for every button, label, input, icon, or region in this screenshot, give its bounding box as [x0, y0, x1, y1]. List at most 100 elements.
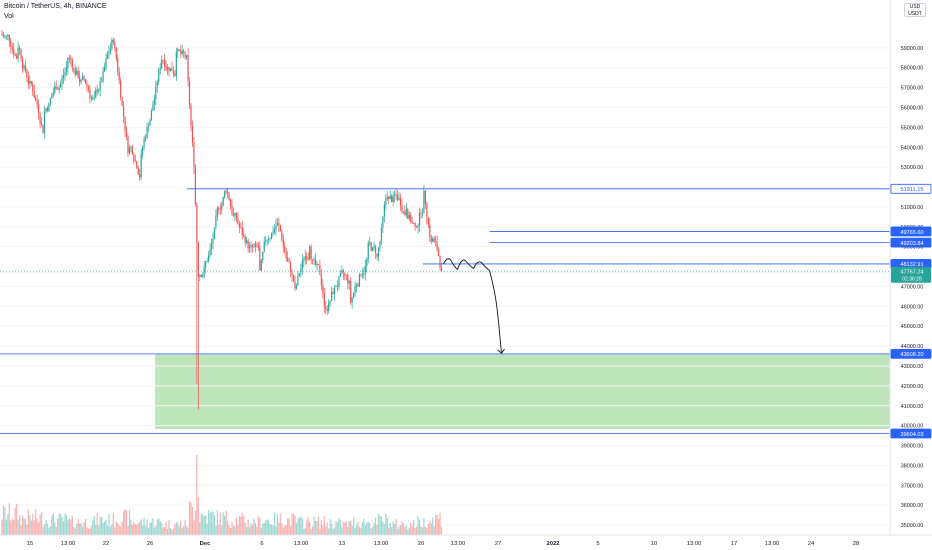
candle-body [344, 273, 346, 276]
candle-body [369, 242, 371, 244]
volume-bar [128, 509, 131, 535]
volume-bar [232, 525, 235, 535]
candle-body [205, 261, 207, 268]
candle [105, 53, 107, 71]
level-price-label: 49203.84 [890, 237, 932, 248]
price-tick-label: 57000.00 [901, 86, 923, 92]
volume-bar [339, 520, 342, 535]
candle-body [415, 226, 418, 228]
volume-bar [407, 529, 409, 535]
candle [89, 84, 91, 104]
candle [193, 136, 195, 175]
candle [292, 274, 295, 283]
volume-bar [224, 515, 226, 535]
candle-body [244, 236, 246, 243]
candle-body [155, 86, 157, 100]
volume-bar [219, 512, 221, 535]
projection-arrowhead[interactable] [497, 348, 505, 354]
candle-body [364, 265, 366, 274]
volume-bar [234, 526, 236, 535]
time-axis[interactable]: 15 13:00 22 26 Dec 6 13:00 13 13:00 20 13:00 27 2022… [27, 541, 859, 547]
candle-body [48, 103, 50, 111]
candle [383, 201, 385, 223]
candle [325, 301, 327, 315]
candle-body [278, 222, 280, 226]
candle-body [108, 51, 110, 54]
candle-body [96, 89, 98, 92]
volume-bar [344, 522, 346, 535]
volume-bar [388, 527, 390, 535]
candle-body [124, 116, 126, 132]
projection-path[interactable] [443, 258, 505, 354]
candle [174, 70, 176, 77]
candle-body [354, 286, 356, 293]
volume-bar [62, 521, 65, 535]
candle [106, 50, 109, 60]
candle-body [263, 241, 265, 252]
candle-body [297, 275, 299, 285]
candle [108, 45, 110, 59]
currency-selector[interactable]: USD USDT [904, 3, 926, 17]
volume-bar [7, 514, 9, 535]
candle-body [80, 79, 82, 83]
volume-bar [20, 525, 22, 535]
candle-body [314, 259, 317, 265]
candle-body [118, 71, 120, 81]
volume-bar [358, 526, 361, 535]
symbol-title[interactable]: Bitcoin / TetherUS, 4h, BINANCE [4, 3, 107, 10]
candle [33, 84, 35, 99]
candle [336, 280, 339, 293]
candle-body [402, 211, 405, 213]
candle [331, 286, 333, 302]
candle-body [367, 242, 369, 259]
candle-body [203, 267, 205, 276]
candle-body [191, 125, 194, 143]
candle [80, 78, 82, 85]
volume-bar [212, 511, 214, 535]
horizontal-levels[interactable] [0, 188, 890, 434]
candle-body [114, 42, 116, 48]
projection-curve[interactable] [443, 258, 502, 354]
volume-bar [29, 515, 31, 535]
candle [243, 228, 245, 238]
volume-bar [295, 523, 298, 535]
volume-bar [369, 522, 371, 535]
volume-bar [207, 510, 210, 535]
candle [74, 64, 76, 78]
candle [259, 241, 261, 271]
candle [125, 125, 128, 141]
time-tick-label: 27 [495, 541, 501, 547]
candle [399, 193, 402, 211]
volume-bar [322, 525, 324, 535]
candle-body [185, 55, 188, 58]
candle-body [68, 57, 70, 59]
candle-body [389, 195, 391, 199]
candle [401, 198, 403, 215]
volume-bar [276, 514, 279, 535]
volume-bar [260, 527, 262, 535]
volume-bar [279, 514, 281, 535]
candle [309, 245, 311, 261]
volume-bar [169, 527, 172, 535]
candle-body [331, 292, 333, 301]
volume-indicator-label[interactable]: Vol [4, 13, 14, 20]
candle [155, 80, 157, 106]
candle [210, 238, 213, 256]
candle-body [241, 227, 243, 235]
candle-body [366, 258, 368, 266]
candle-body [184, 52, 186, 58]
volume-bar [341, 527, 343, 535]
level-price-label-text: 39604.03 [900, 432, 923, 438]
candle [161, 55, 163, 69]
volume-bar [304, 527, 306, 535]
volume-bar [209, 512, 211, 535]
candle [183, 48, 185, 58]
volume-bar [58, 513, 60, 535]
candle [26, 68, 28, 82]
candle [92, 94, 94, 101]
candle-body [295, 284, 298, 289]
candle-body [156, 82, 158, 87]
candle [240, 222, 242, 229]
level-price-label: 43608.20 [890, 348, 932, 359]
